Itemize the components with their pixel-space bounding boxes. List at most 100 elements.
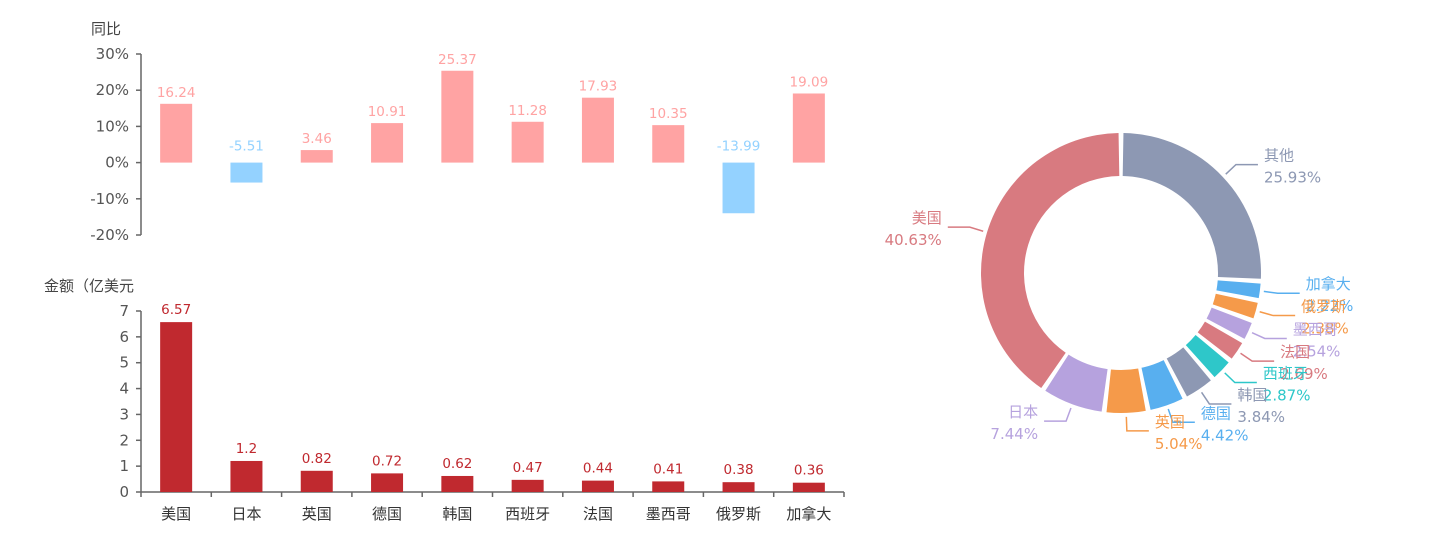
amount-value-label: 0.82 [302, 451, 332, 467]
yoy-value-label: -13.99 [717, 139, 761, 155]
yoy-bar [511, 121, 544, 163]
donut-slice-name: 法国 [1280, 343, 1310, 361]
yoy-bar [230, 162, 263, 183]
amount-bar [511, 479, 544, 492]
donut-slice-percent: 25.93% [1264, 169, 1321, 187]
amount-y-tick-label: 7 [119, 302, 129, 320]
donut-leader-line [1044, 407, 1072, 422]
amount-y-tick-label: 1 [119, 457, 129, 475]
amount-category-label: 法国 [583, 505, 613, 523]
donut-slice [1106, 368, 1146, 413]
amount-y-tick-label: 0 [119, 483, 129, 501]
amount-value-label: 0.41 [653, 461, 683, 477]
donut-slice-name: 加拿大 [1306, 275, 1351, 293]
amount-bar [300, 470, 333, 492]
yoy-bar-chart: 30% 20% 10% 0% -10% -20% 同比 16.24 -5.51 3.46 10.91… [90, 20, 828, 244]
donut-slice-name: 其他 [1264, 147, 1294, 165]
donut-slice [1122, 133, 1261, 279]
amount-value-label: 0.36 [794, 463, 824, 479]
amount-value-label: 0.62 [442, 456, 472, 472]
amount-category-label: 美国 [161, 505, 191, 523]
yoy-bar [371, 123, 404, 163]
amount-bar [581, 480, 614, 492]
yoy-bar [441, 70, 474, 163]
donut-leader-line [1240, 352, 1275, 362]
donut-slice-name: 英国 [1155, 413, 1185, 431]
donut-slice-percent: 2.69% [1280, 365, 1328, 383]
yoy-y-tick-label: 20% [96, 81, 129, 99]
amount-category-label: 西班牙 [505, 505, 550, 523]
yoy-value-label: 10.35 [649, 106, 688, 122]
donut-slice [1206, 307, 1252, 339]
donut-slice [1197, 321, 1243, 359]
yoy-bar [722, 162, 755, 214]
donut-slice-percent: 7.44% [990, 425, 1038, 443]
donut-leader-line [1125, 416, 1149, 432]
yoy-value-label: 19.09 [790, 74, 829, 90]
donut-slice-percent: 5.04% [1155, 435, 1203, 453]
donut-leader-line [1263, 290, 1300, 294]
donut-slice-percent: 2.87% [1263, 387, 1311, 405]
donut-slice-name: 墨西哥 [1293, 320, 1338, 338]
amount-value-label: 0.44 [583, 461, 613, 477]
donut-leader-line [1259, 311, 1296, 317]
donut-leader-line [1225, 163, 1258, 175]
amount-bar [792, 482, 825, 492]
amount-bar [652, 481, 685, 492]
donut-slice [981, 133, 1120, 389]
donut-slice [1212, 293, 1258, 319]
donut-slice-name: 美国 [912, 209, 942, 227]
yoy-value-label: 16.24 [157, 85, 196, 101]
yoy-value-label: 10.91 [368, 104, 407, 120]
amount-bar-chart: 0 1 2 3 4 5 6 7 金额（亿美元 6.57 美国 1.2 日本 0.82 英国 0.72 德国 0.6… [44, 277, 845, 523]
amount-value-label: 0.38 [724, 462, 754, 478]
donut-leader-line [947, 226, 984, 232]
amount-category-label: 俄罗斯 [716, 505, 761, 523]
donut-slice-name: 韩国 [1237, 386, 1267, 404]
amount-bar [160, 322, 193, 492]
yoy-bar [160, 103, 193, 163]
amount-value-label: 0.47 [513, 460, 543, 476]
yoy-value-label: 17.93 [579, 79, 618, 95]
amount-y-tick-label: 4 [119, 380, 129, 398]
donut-leader-line [1200, 391, 1232, 405]
donut-slice-name: 德国 [1201, 404, 1231, 422]
donut-leader-line [1224, 372, 1257, 384]
donut-slice [1216, 280, 1261, 299]
yoy-value-label: 25.37 [438, 52, 477, 68]
yoy-y-tick-label: 0% [105, 154, 129, 172]
yoy-bar [652, 125, 685, 163]
amount-bar [441, 475, 474, 492]
amount-y-tick-label: 5 [119, 354, 129, 372]
donut-slice-percent: 2.22% [1306, 297, 1354, 315]
yoy-y-tick-label: -20% [90, 226, 129, 244]
amount-value-label: 6.57 [161, 302, 191, 318]
yoy-value-label: -5.51 [229, 139, 264, 155]
yoy-y-tick-label: 10% [96, 117, 129, 135]
amount-bar [371, 473, 404, 492]
yoy-bar [300, 150, 333, 163]
yoy-bar [792, 93, 825, 163]
amount-value-label: 1.2 [236, 441, 257, 457]
amount-y-tick-label: 6 [119, 328, 129, 346]
amount-category-label: 英国 [302, 505, 332, 523]
amount-category-label: 德国 [372, 505, 402, 523]
donut-slice-name: 日本 [1008, 403, 1038, 421]
yoy-y-tick-label: 30% [96, 45, 129, 63]
donut-slice-name: 西班牙 [1263, 365, 1308, 383]
donut-leader-line [1167, 408, 1195, 424]
amount-category-label: 韩国 [442, 505, 472, 523]
donut-slice [1045, 354, 1108, 412]
share-donut-chart: 其他 25.93% 加拿大 2.22%俄罗斯 2.38%墨西哥 2.54%法国 2.69%西… [885, 133, 1354, 453]
donut-slice-percent: 40.63% [885, 231, 942, 249]
amount-y-tick-label: 2 [119, 431, 129, 449]
donut-slice-name: 俄罗斯 [1301, 298, 1346, 316]
donut-slice-percent: 2.38% [1301, 320, 1349, 338]
donut-slice-percent: 2.54% [1293, 342, 1341, 360]
amount-category-label: 墨西哥 [646, 505, 691, 523]
yoy-bar [581, 97, 614, 163]
donut-slice [1141, 360, 1183, 410]
donut-slice-percent: 4.42% [1201, 426, 1249, 444]
amount-y-axis-title: 金额（亿美元 [44, 277, 134, 295]
